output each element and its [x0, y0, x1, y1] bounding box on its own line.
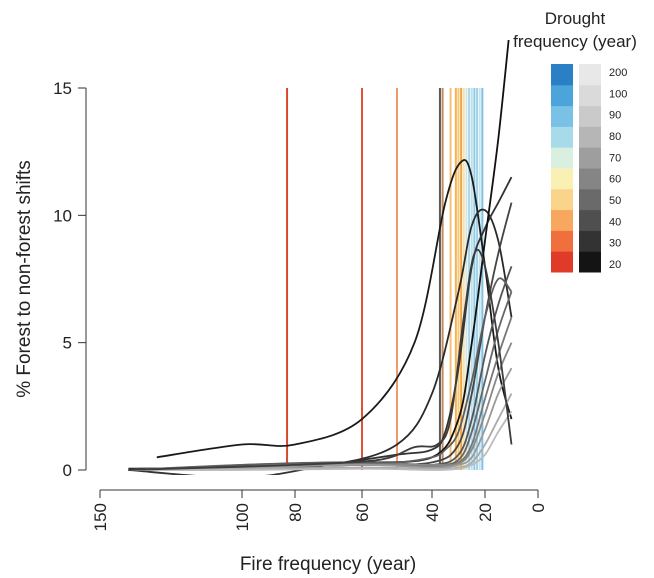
legend-color-swatch-4: [551, 168, 573, 190]
legend-gray-swatch-6: [579, 126, 601, 148]
legend-tick-label-200: 200: [609, 67, 627, 79]
legend-tick-label-70: 70: [609, 152, 621, 164]
legend-color-swatch-6: [551, 126, 573, 148]
x-tick-label-100: 100: [233, 503, 252, 531]
legend-tick-label-80: 80: [609, 131, 621, 143]
legend-tick-label-50: 50: [609, 195, 621, 207]
legend-tick-label-90: 90: [609, 110, 621, 122]
y-axis-title: % Forest to non-forest shifts: [14, 160, 35, 398]
legend-color-swatch-7: [551, 105, 573, 127]
legend-ticks: 200 100 90 80 70 60 50 40 30 20: [609, 67, 627, 271]
legend-gray-swatch-4: [579, 168, 601, 190]
legend-title-line1: Drought: [545, 9, 606, 28]
series-line-6: [128, 291, 513, 471]
legend-tick-label-100: 100: [609, 88, 627, 100]
x-tick-label-0: 0: [529, 503, 548, 512]
x-ticks: 150 100 80 60 40 20 0: [91, 490, 548, 531]
y-tick-label-15: 15: [53, 79, 72, 98]
legend-gray-swatch-0: [579, 251, 601, 273]
legend-gray-swatch-3: [579, 188, 601, 211]
x-tick-label-40: 40: [423, 503, 442, 522]
legend-tick-label-60: 60: [609, 174, 621, 186]
legend-gray-swatch-7: [579, 105, 601, 127]
legend-gray-swatch-9: [579, 64, 601, 86]
series-line-0: [156, 159, 513, 459]
legend-color-swatch-3: [551, 188, 573, 211]
legend-gray-swatch-1: [579, 230, 601, 252]
y-tick-label-0: 0: [63, 461, 72, 480]
legend-color-swatch-1: [551, 230, 573, 252]
legend: Drought frequency (year) 200 100 90 80 70 60 5…: [513, 9, 637, 273]
y-ticks: 0 5 10 15: [53, 79, 86, 480]
legend-gray-swatch-2: [579, 209, 601, 231]
legend-gray-swatch-8: [579, 84, 601, 107]
x-tick-label-150: 150: [91, 503, 110, 531]
series-line-11: [128, 410, 513, 471]
x-tick-label-20: 20: [476, 503, 495, 522]
series-line-10: [128, 393, 513, 471]
x-axis-title: Fire frequency (year): [240, 554, 416, 575]
legend-tick-label-40: 40: [609, 216, 621, 228]
legend-color-swatch-0: [551, 251, 573, 273]
legend-color-swatch-5: [551, 147, 573, 169]
vertical-lines: [286, 88, 484, 470]
x-tick-label-80: 80: [286, 503, 305, 522]
legend-color-swatch-2: [551, 209, 573, 231]
series-lines: [128, 40, 513, 475]
y-tick-label-5: 5: [63, 334, 72, 353]
legend-gray-bar: [579, 64, 601, 273]
x-tick-label-60: 60: [353, 503, 372, 522]
legend-tick-label-20: 20: [609, 259, 621, 271]
axes: [85, 88, 538, 491]
series-line-13: [128, 248, 513, 471]
y-tick-label-10: 10: [53, 206, 72, 225]
legend-tick-label-30: 30: [609, 238, 621, 250]
series-line-9: [128, 367, 513, 471]
legend-title-line2: frequency (year): [513, 32, 637, 51]
legend-gray-swatch-5: [579, 147, 601, 169]
legend-color-bar: [551, 64, 573, 273]
legend-color-swatch-9: [551, 64, 573, 86]
legend-color-swatch-8: [551, 84, 573, 107]
series-line-12: [128, 277, 513, 471]
